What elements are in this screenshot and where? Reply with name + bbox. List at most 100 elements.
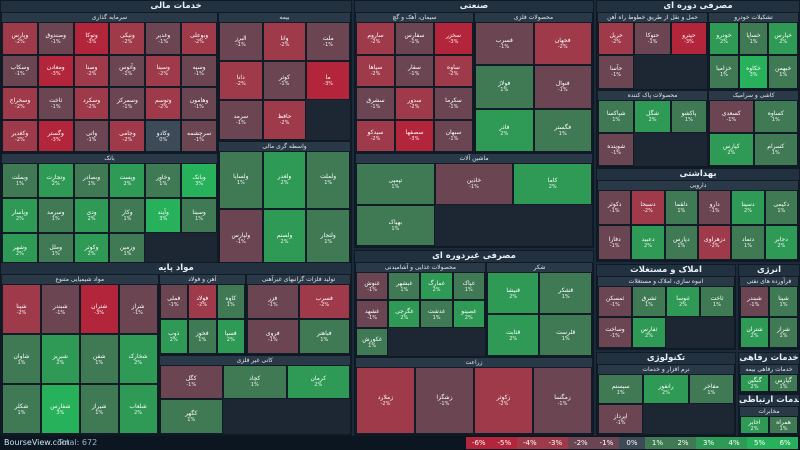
stock-tile[interactable]: وسکرد -2% [73,87,110,120]
stock-tile[interactable]: کپارس 2% [709,132,754,166]
stock-tile[interactable]: کاما 2% [513,163,592,205]
stock-tile[interactable]: خپارس 2% [768,22,798,56]
industry-title[interactable]: کاشی و سرامیک [709,90,798,100]
stock-tile[interactable]: سرچشمه -1% [181,119,217,153]
industry-title[interactable]: دارویی [598,181,798,190]
stock-tile[interactable]: وصنا -2% [73,54,110,88]
sector-title[interactable]: خدمات ارتباطی [739,395,800,406]
stock-tile[interactable]: کسعدی -1% [709,99,754,133]
stock-tile[interactable]: ثاخت 1% [700,286,734,317]
stock-tile[interactable]: کچاد 1% [223,364,287,400]
stock-tile[interactable]: غصینو 2% [452,300,485,329]
stock-tile[interactable]: وپست 2% [109,163,146,199]
stock-tile[interactable]: سبهان -1% [434,119,473,152]
industry-title[interactable]: زراعت [356,358,592,368]
stock-tile[interactable]: سکرما -1% [434,87,473,120]
stock-tile[interactable]: شکلر 1% [2,384,41,434]
stock-tile[interactable]: ثفارس 2% [632,317,666,348]
stock-tile[interactable]: دعبید 2% [631,225,665,260]
stock-tile[interactable]: غبشهر 1% [388,272,421,301]
stock-tile[interactable]: وبانک 3% [181,163,217,199]
stock-tile[interactable]: حآسا -1% [598,55,635,89]
stock-tile[interactable]: ثنوسا 2% [666,286,700,317]
stock-tile[interactable]: واتی -1% [73,119,110,153]
stock-tile[interactable]: وهامون -1% [181,87,217,120]
stock-tile[interactable]: زکوثر -2% [474,367,533,434]
industry-title[interactable]: ماشین آلات [356,154,592,163]
stock-tile[interactable]: ودی 2% [73,198,110,234]
stock-tile[interactable]: گنگین 2% [740,374,769,392]
stock-tile[interactable]: دکوثر -1% [598,190,632,225]
stock-tile[interactable]: کگهر 1% [159,399,223,434]
stock-tile[interactable]: خاذین -1% [434,163,514,205]
stock-tile[interactable]: وآیند 3% [145,198,182,234]
stock-tile[interactable]: سرمد -1% [219,100,263,140]
sector-title[interactable]: انرژی [739,265,799,276]
stock-tile[interactable]: وسینا 1% [181,198,217,234]
stock-tile[interactable]: دزهراوی -2% [697,225,732,260]
stock-tile[interactable]: غشهد -1% [356,300,389,329]
stock-tile[interactable]: وغدیر -1% [145,22,182,55]
stock-tile[interactable]: وگستر -3% [37,119,74,153]
stock-tile[interactable]: دفارا -1% [598,225,632,260]
stock-tile[interactable]: ولساپا 1% [219,150,263,210]
stock-tile[interactable]: شبریز 2% [40,334,80,384]
stock-tile[interactable]: فسپا 2% [216,318,245,354]
stock-tile[interactable]: شتران -3% [79,284,119,334]
stock-tile[interactable]: سفار -1% [395,54,434,87]
sector-title[interactable]: مواد پایه [1,263,351,274]
stock-tile[interactable]: حریل -2% [598,22,635,56]
stock-tile[interactable]: شخارک 2% [118,334,158,384]
stock-tile[interactable]: شپاکسا 1% [598,99,635,133]
stock-tile[interactable]: غپاک 1% [452,272,485,301]
stock-tile[interactable]: شگل 2% [634,99,671,133]
stock-tile[interactable]: وسمرکز -1% [109,87,146,120]
industry-title[interactable]: مواد شیمیایی متنوع [2,275,158,284]
stock-tile[interactable]: وسخراج -2% [2,87,38,120]
stock-tile[interactable]: شراز -1% [118,284,158,334]
industry-title[interactable]: خدمات رفاهی بیمه [740,365,798,374]
stock-tile[interactable]: شبندر -1% [40,284,80,334]
stock-tile[interactable]: دسینا 2% [731,190,765,225]
brand-link[interactable]: BourseView.com [4,438,70,447]
industry-title[interactable]: مخابرات [740,407,798,416]
stock-tile[interactable]: بهپاک 1% [356,204,435,246]
stock-tile[interactable]: غنوش -1% [356,272,389,301]
sector-title[interactable]: بهداشتی [597,169,799,180]
stock-tile[interactable]: سفارس -1% [395,22,434,55]
industry-title[interactable]: بیمه [219,13,350,22]
stock-tile[interactable]: وپاسار 2% [2,198,38,234]
stock-tile[interactable]: فاذر 2% [475,108,534,152]
industry-title[interactable]: شکر [486,263,592,272]
stock-tile[interactable]: شفارس 3% [40,384,80,434]
stock-tile[interactable]: زشگزا -1% [415,367,474,434]
stock-tile[interactable]: غمارگ 2% [420,272,453,301]
stock-tile[interactable]: وکار 1% [109,198,146,234]
stock-tile[interactable]: وبوعلی -2% [181,22,217,55]
stock-tile[interactable]: وجامی -2% [109,119,146,153]
stock-tile[interactable]: شپنا 1% [769,286,798,317]
stock-tile[interactable]: ثاخت -1% [37,87,74,120]
stock-tile[interactable]: فروی -1% [247,318,299,354]
stock-tile[interactable]: خودرو 2% [709,22,739,56]
stock-tile[interactable]: شبندر -1% [740,286,769,317]
industry-title[interactable]: محصولات پاک کننده [598,90,708,100]
stock-tile[interactable]: دارو -1% [697,190,732,225]
stock-tile[interactable]: دلقما 1% [664,190,698,225]
sector-title[interactable]: صنعتی [355,1,593,12]
stock-tile[interactable]: شراز 1% [769,317,798,348]
stock-tile[interactable]: خساپا 1% [738,22,769,56]
stock-tile[interactable]: کساوه 1% [753,99,798,133]
stock-tile[interactable]: اپرداز -1% [598,404,644,434]
sector-title[interactable]: املاک و مستغلات [597,265,735,276]
industry-title[interactable]: حمل و نقل از طریق خطوط راه آهن [598,13,708,22]
stock-tile[interactable]: پاکشو 1% [670,99,708,133]
stock-tile[interactable]: شتران 2% [740,317,769,348]
stock-tile[interactable]: شلعاب 2% [118,384,158,434]
stock-tile[interactable]: کسرام 1% [753,132,798,166]
stock-tile[interactable]: تپمپی 1% [356,163,435,205]
stock-tile[interactable]: قلرست 1% [539,314,592,357]
stock-tile[interactable]: وانا -2% [262,22,307,62]
stock-tile[interactable]: ثمسکن -1% [598,286,632,317]
stock-tile[interactable]: قشکر 1% [539,272,592,315]
